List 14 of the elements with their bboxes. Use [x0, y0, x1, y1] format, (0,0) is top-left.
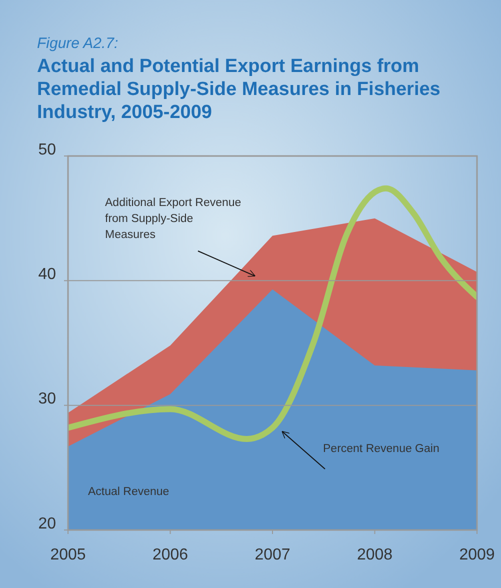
- y-tick-label: 20: [38, 515, 56, 532]
- y-tick-label: 50: [38, 141, 56, 158]
- x-tick-label: 2007: [254, 546, 290, 564]
- x-tick-label: 2005: [50, 546, 86, 564]
- text: Percent Revenue Gain: [323, 443, 440, 455]
- series-label: Actual Revenue: [88, 486, 170, 498]
- chart-subtitle: Figure A2.7:: [37, 35, 118, 52]
- x-tick-label: 2009: [459, 546, 495, 564]
- y-tick-label: 30: [38, 390, 56, 408]
- x-tick-label: 2008: [356, 546, 393, 564]
- chart-title: Actual and Potential Export Earnings from Remedial Supply-Side Measures in Fisheries Industry, 2005-2009: [37, 56, 440, 123]
- x-tick-label: 2006: [152, 546, 188, 564]
- y-tick-label: 40: [38, 266, 56, 284]
- series-label: Additional Export Revenue from Supply-Side Measures: [105, 197, 242, 241]
